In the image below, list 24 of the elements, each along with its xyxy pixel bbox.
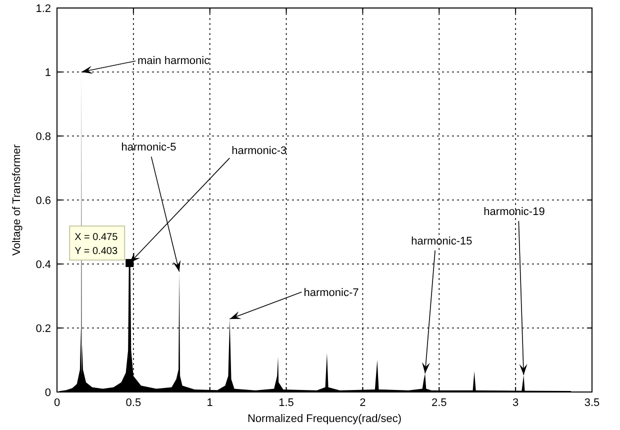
x-tick-label: 1.5 <box>278 397 294 409</box>
annotation: harmonic-15 <box>411 235 472 248</box>
annotation: harmonic-19 <box>484 206 545 218</box>
annotation: main harmonic <box>137 55 210 67</box>
annotation: harmonic-5 <box>121 142 176 154</box>
y-axis-title: Voltage of Transformer <box>11 144 23 256</box>
x-tick-label: 0.5 <box>126 397 142 409</box>
x-tick-label: 0 <box>54 397 60 409</box>
y-tick-label: 0.4 <box>36 259 51 271</box>
x-tick-label: 3 <box>512 397 519 409</box>
x-tick-label: 2.5 <box>431 397 447 409</box>
x-axis-title: Normalized Frequency(rad/sec) <box>247 413 402 425</box>
x-tick-label: 3.5 <box>584 397 600 409</box>
y-tick-label: 0.2 <box>36 323 51 335</box>
y-tick-label: 0 <box>44 387 51 399</box>
annotation: harmonic-7 <box>304 287 359 300</box>
y-tick-label: 0.8 <box>36 131 51 143</box>
annotation: X = 0.475 Y = 0.403 <box>74 232 118 258</box>
x-tick-label: 2 <box>360 397 366 409</box>
y-tick-label: 1.2 <box>36 3 51 15</box>
x-tick-label: 1 <box>206 397 213 409</box>
y-tick-label: 0.6 <box>36 195 51 207</box>
annotation: harmonic-3 <box>232 145 287 158</box>
y-tick-label: 1 <box>44 67 51 79</box>
